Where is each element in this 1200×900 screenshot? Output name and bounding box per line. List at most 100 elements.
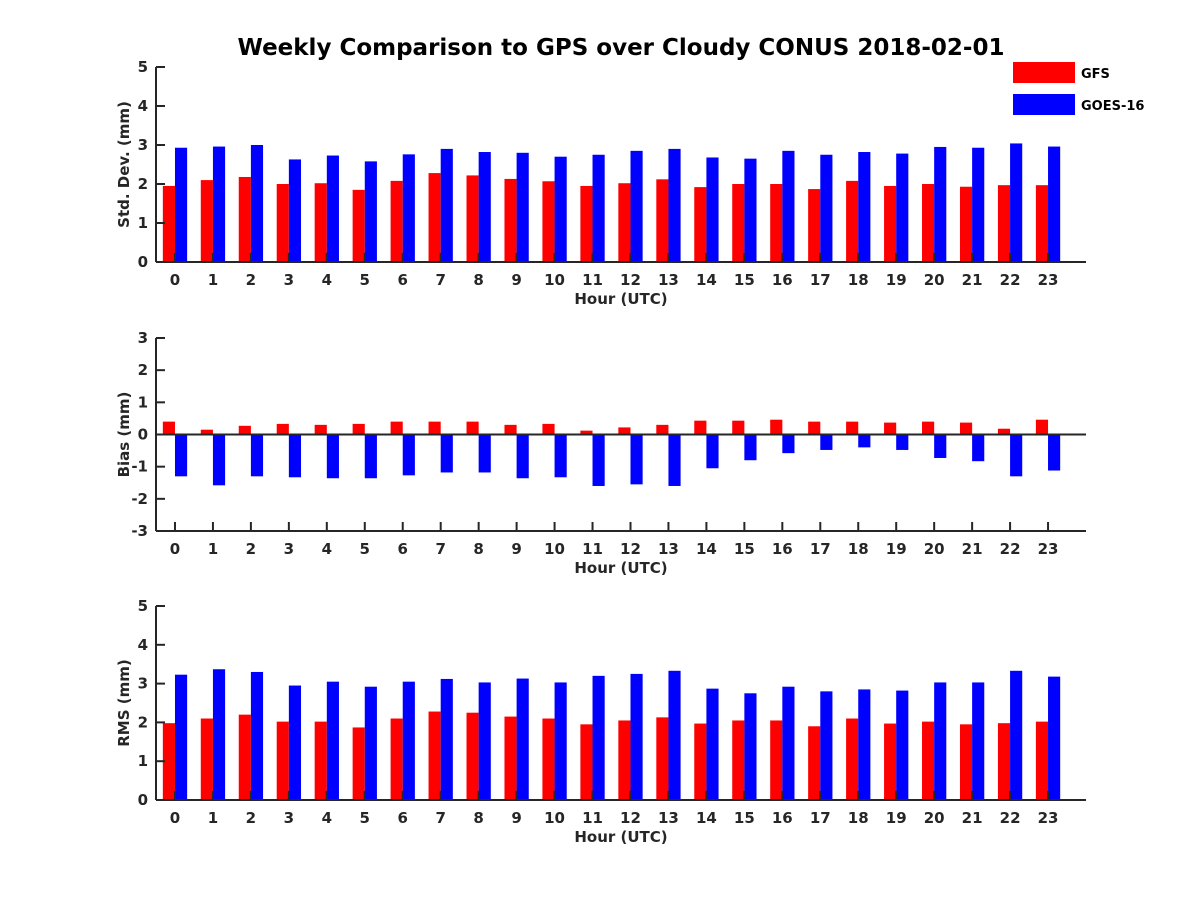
x-tick-label: 21: [962, 271, 983, 289]
bar-gfs-hour-20: [922, 421, 935, 435]
x-tick-label: 2: [246, 809, 256, 827]
bar-gfs-hour-12: [618, 720, 631, 800]
bar-gfs-hour-15: [732, 720, 745, 800]
bar-gfs-hour-12: [618, 183, 631, 262]
legend-label-goes16: GOES-16: [1081, 99, 1144, 114]
bar-goes-16-hour-4: [326, 155, 339, 262]
bar-goes-16-hour-13: [668, 670, 681, 800]
bar-goes-16-hour-19: [896, 690, 909, 800]
bar-gfs-hour-14: [694, 420, 707, 435]
bar-goes-16-hour-1: [212, 146, 226, 262]
x-tick-label: 13: [658, 271, 679, 289]
x-tick-label: 11: [582, 540, 603, 558]
bar-gfs-hour-9: [504, 424, 517, 435]
x-tick-label: 8: [473, 540, 483, 558]
x-axis-label: Hour (UTC): [574, 559, 667, 577]
bar-gfs-hour-21: [959, 724, 973, 800]
bar-gfs-hour-0: [162, 723, 175, 800]
bar-gfs-hour-6: [390, 421, 403, 435]
bar-goes-16-hour-23: [1048, 146, 1061, 262]
bar-goes-16-hour-11: [592, 154, 605, 262]
bar-gfs-hour-4: [314, 183, 327, 262]
bar-gfs-hour-17: [808, 189, 821, 262]
x-tick-label: 20: [924, 271, 945, 289]
bar-gfs-hour-19: [884, 185, 897, 262]
x-tick-label: 0: [170, 809, 180, 827]
bar-gfs-hour-10: [542, 718, 555, 800]
x-tick-label: 23: [1038, 540, 1059, 558]
y-tick-label: 0: [138, 791, 148, 809]
bar-gfs-hour-22: [997, 185, 1011, 262]
bar-gfs-hour-2: [238, 714, 251, 800]
bar-gfs-hour-1: [200, 429, 213, 435]
bar-gfs-hour-0: [162, 185, 175, 262]
y-tick-label: 4: [138, 636, 148, 654]
bar-goes-16-hour-23: [1048, 434, 1061, 471]
x-tick-label: 5: [360, 809, 370, 827]
x-tick-label: 6: [398, 809, 408, 827]
bar-goes-16-hour-18: [858, 434, 871, 448]
bar-gfs-hour-18: [846, 180, 859, 262]
x-tick-label: 5: [360, 540, 370, 558]
x-tick-label: 18: [848, 809, 869, 827]
x-tick-label: 10: [544, 809, 565, 827]
x-tick-label: 17: [810, 809, 831, 827]
x-tick-label: 9: [511, 809, 521, 827]
bar-gfs-hour-18: [846, 421, 859, 435]
bar-goes-16-hour-14: [706, 434, 719, 469]
x-tick-label: 14: [696, 271, 717, 289]
x-tick-label: 17: [810, 540, 831, 558]
x-tick-label: 23: [1038, 809, 1059, 827]
bar-goes-16-hour-15: [744, 158, 757, 262]
legend-label-gfs: GFS: [1081, 67, 1110, 82]
bar-gfs-hour-3: [276, 184, 289, 262]
bar-gfs-hour-9: [504, 178, 517, 262]
bar-goes-16-hour-16: [782, 150, 795, 262]
bar-gfs-hour-1: [200, 180, 213, 262]
bar-gfs-hour-23: [1035, 721, 1049, 800]
bar-goes-16-hour-9: [516, 434, 529, 479]
x-tick-label: 3: [284, 271, 294, 289]
bar-goes-16-hour-17: [820, 434, 833, 450]
bar-goes-16-hour-3: [288, 159, 302, 262]
bar-goes-16-hour-2: [250, 145, 264, 262]
bar-goes-16-hour-18: [858, 152, 871, 262]
bar-gfs-hour-6: [390, 718, 403, 800]
x-tick-label: 16: [772, 809, 793, 827]
y-tick-label: 3: [138, 675, 148, 693]
bar-goes-16-hour-17: [820, 154, 833, 262]
bar-goes-16-hour-7: [440, 434, 453, 473]
x-tick-label: 19: [886, 540, 907, 558]
y-tick-label: -3: [131, 522, 148, 540]
bar-goes-16-hour-7: [440, 148, 453, 262]
bar-goes-16-hour-0: [174, 674, 188, 800]
bar-gfs-hour-17: [808, 421, 821, 435]
bar-gfs-hour-22: [997, 723, 1011, 800]
bar-gfs-hour-10: [542, 423, 555, 435]
bar-gfs-hour-8: [466, 421, 479, 435]
x-tick-label: 20: [924, 809, 945, 827]
x-tick-label: 7: [435, 809, 445, 827]
bar-goes-16-hour-12: [630, 150, 643, 262]
bar-gfs-hour-22: [997, 428, 1011, 435]
x-tick-label: 13: [658, 540, 679, 558]
bar-gfs-hour-1: [200, 718, 213, 800]
bar-goes-16-hour-3: [288, 685, 302, 800]
y-tick-label: 1: [138, 214, 148, 232]
bar-gfs-hour-12: [618, 427, 631, 435]
x-tick-label: 12: [620, 540, 641, 558]
y-tick-label: 5: [138, 58, 148, 76]
bar-goes-16-hour-22: [1010, 143, 1023, 262]
x-axis-label: Hour (UTC): [574, 828, 667, 846]
bar-gfs-hour-4: [314, 424, 327, 435]
y-tick-label: 1: [138, 752, 148, 770]
bar-goes-16-hour-9: [516, 678, 529, 800]
bar-goes-16-hour-16: [782, 434, 795, 454]
bar-gfs-hour-8: [466, 712, 479, 800]
bar-gfs-hour-11: [580, 185, 593, 262]
x-tick-label: 9: [511, 271, 521, 289]
bar-gfs-hour-3: [276, 423, 289, 435]
bar-goes-16-hour-13: [668, 148, 681, 262]
